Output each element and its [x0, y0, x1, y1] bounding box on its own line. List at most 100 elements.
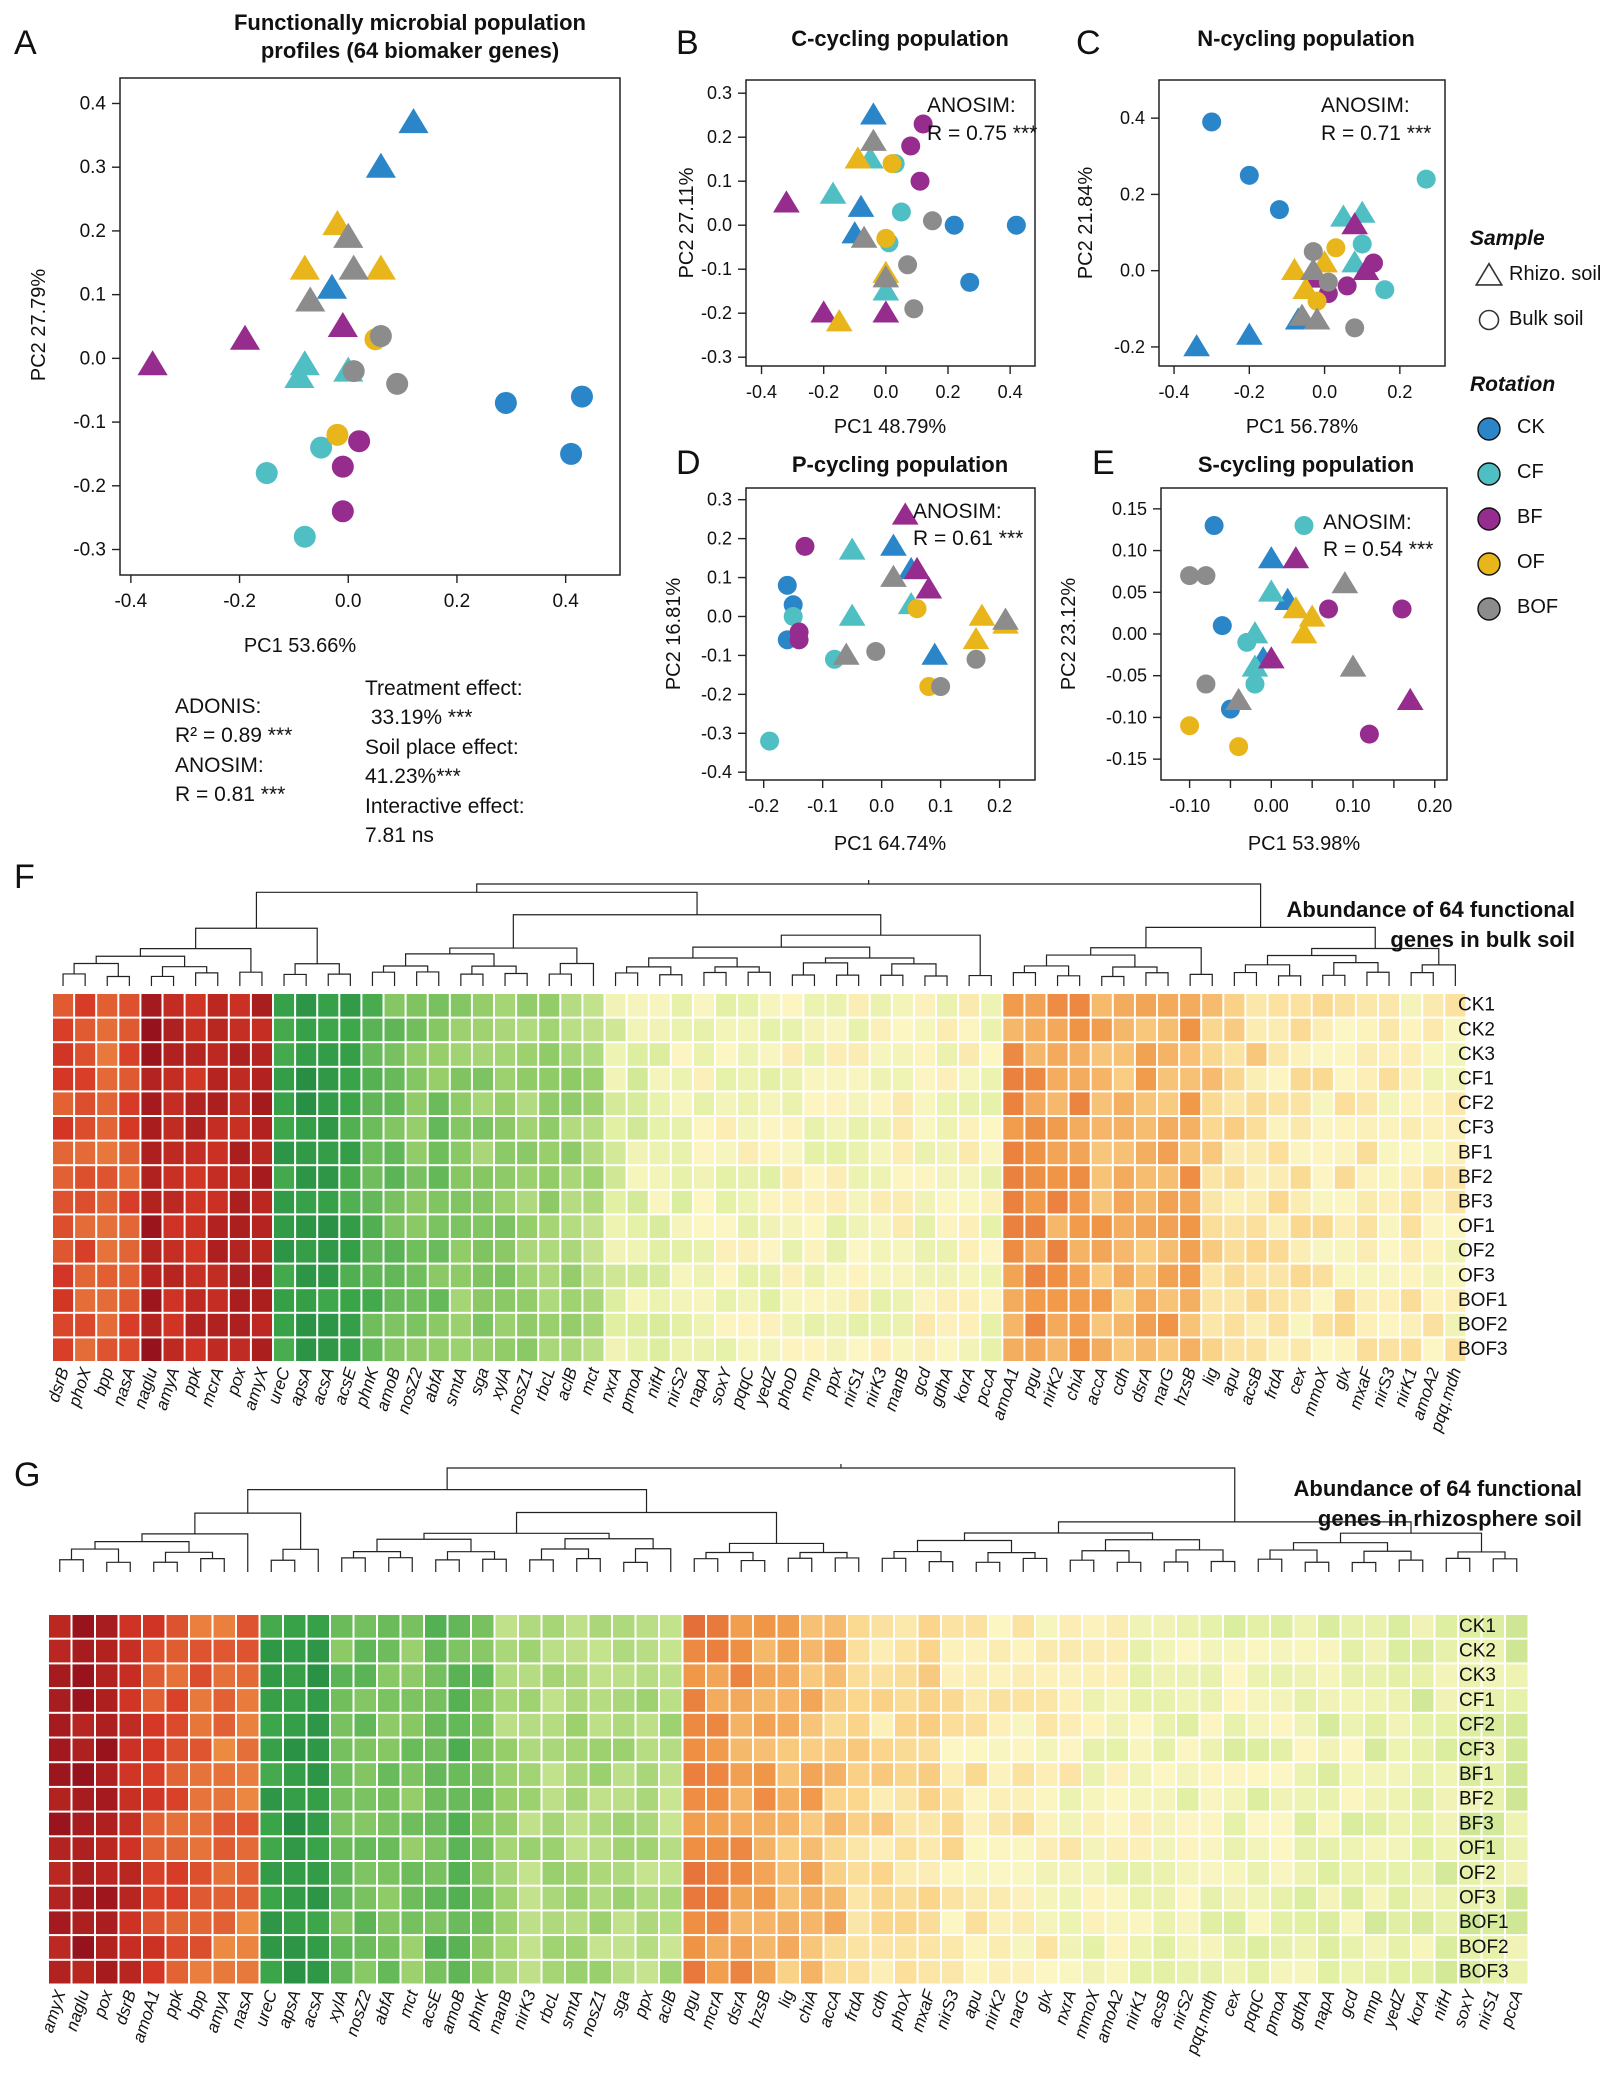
heatmap-cell — [1158, 1264, 1179, 1288]
heatmap-cell — [981, 1190, 1002, 1214]
heatmap-cell — [542, 1936, 564, 1959]
heatmap-cell — [1246, 1264, 1267, 1288]
heatmap-cell — [613, 1812, 635, 1836]
heatmap-cell — [53, 1166, 74, 1189]
heatmap-cell — [937, 1117, 958, 1140]
heatmap-cell — [401, 1615, 423, 1638]
heatmap-cell — [730, 1664, 752, 1688]
heatmap-cell — [425, 1615, 447, 1638]
heatmap-cell — [517, 1166, 538, 1189]
heatmap-cell — [284, 1689, 306, 1712]
heatmap-cell — [1312, 1043, 1333, 1066]
heatmap-cell — [914, 1190, 935, 1214]
heatmap-cell — [1445, 1141, 1466, 1165]
heatmap-cell — [519, 1615, 541, 1638]
heatmap-cell — [49, 1763, 71, 1786]
heatmap-cell — [895, 1837, 917, 1860]
heatmap-cell — [331, 1763, 353, 1786]
heatmap-cell — [754, 1639, 776, 1663]
heatmap-cell — [895, 1689, 917, 1712]
heatmap-cell — [1069, 1166, 1090, 1189]
heatmap-cell — [495, 1018, 516, 1042]
heatmap-cell — [1365, 1886, 1387, 1910]
heatmap-cell — [1200, 1812, 1222, 1836]
heatmap-cell — [1334, 1264, 1355, 1288]
heatmap-cell — [1312, 1338, 1333, 1361]
heatmap-cell — [1180, 1117, 1201, 1140]
heatmap-cell — [1091, 1215, 1112, 1238]
heatmap-cell — [871, 1615, 893, 1638]
heatmap-cell — [75, 1043, 96, 1066]
point-triangle-bf — [229, 324, 261, 350]
heatmap-row-label: CK3 — [1458, 1044, 1495, 1065]
heatmap-cell — [1506, 1936, 1528, 1959]
heatmap-cell — [354, 1886, 376, 1910]
heatmap-cell — [826, 1166, 847, 1189]
heatmap-cell — [75, 1141, 96, 1165]
heatmap-cell — [472, 1738, 494, 1762]
heatmap-cell — [1506, 1689, 1528, 1712]
heatmap-cell — [428, 1166, 449, 1189]
heatmap-cell — [119, 1166, 140, 1189]
heatmap-row-label: CK1 — [1458, 995, 1495, 1016]
heatmap-cell — [1003, 1043, 1024, 1066]
heatmap-cell — [981, 1313, 1002, 1337]
heatmap-cell — [1059, 1862, 1081, 1885]
heatmap-cell — [1294, 1713, 1316, 1737]
heatmap-cell — [1113, 1117, 1134, 1140]
panel-e-anosim-label: ANOSIM: — [1323, 511, 1412, 534]
heatmap-cell — [96, 1886, 118, 1910]
dendrogram-branch — [1266, 954, 1357, 965]
heatmap-cell — [605, 1092, 626, 1115]
heatmap-cell — [918, 1738, 940, 1762]
heatmap-cell — [1435, 1886, 1457, 1910]
heatmap-cell — [1401, 1289, 1422, 1312]
heatmap-cell — [989, 1664, 1011, 1688]
heatmap-cell — [141, 1067, 162, 1091]
heatmap-cell — [274, 1338, 295, 1361]
heatmap-cell — [1091, 1240, 1112, 1263]
heatmap-cell — [824, 1639, 846, 1663]
heatmap-cell — [53, 1043, 74, 1066]
heatmap-cell — [683, 1886, 705, 1910]
heatmap-cell — [495, 994, 516, 1017]
y-tick-label: 0.0 — [1120, 261, 1145, 281]
heatmap-cell — [981, 1338, 1002, 1361]
heatmap-cell — [1388, 1615, 1410, 1638]
heatmap-cell — [1091, 1018, 1112, 1042]
heatmap-cell — [937, 1166, 958, 1189]
heatmap-cell — [1003, 1215, 1024, 1238]
heatmap-cell — [1180, 1067, 1201, 1091]
heatmap-cell — [340, 1117, 361, 1140]
heatmap-cell — [354, 1615, 376, 1638]
heatmap-cell — [1106, 1936, 1128, 1959]
heatmap-cell — [274, 1067, 295, 1091]
heatmap-cell — [229, 1240, 250, 1263]
heatmap-cell — [97, 1117, 118, 1140]
heatmap-cell — [1271, 1911, 1293, 1935]
heatmap-cell — [207, 1092, 228, 1115]
heatmap-cell — [1459, 1763, 1481, 1786]
heatmap-cell — [166, 1738, 188, 1762]
y-tick-label: 0.4 — [80, 93, 107, 114]
heatmap-cell — [53, 1092, 74, 1115]
heatmap-cell — [754, 1837, 776, 1860]
interactive-effect-label: Interactive effect: — [365, 795, 525, 818]
heatmap-cell — [989, 1862, 1011, 1885]
heatmap-cell — [1318, 1615, 1340, 1638]
heatmap-cell — [331, 1936, 353, 1959]
heatmap-cell — [605, 1067, 626, 1091]
heatmap-cell — [450, 1289, 471, 1312]
heatmap-cell — [378, 1911, 400, 1935]
heatmap-cell — [636, 1738, 658, 1762]
heatmap-cell — [937, 1289, 958, 1312]
heatmap-cell — [937, 1313, 958, 1337]
heatmap-cell — [331, 1689, 353, 1712]
heatmap-cell — [605, 1289, 626, 1312]
heatmap-cell — [1180, 1215, 1201, 1238]
heatmap-cell — [613, 1911, 635, 1935]
heatmap-cell — [296, 1117, 317, 1140]
heatmap-cell — [495, 1787, 517, 1811]
heatmap-cell — [895, 1664, 917, 1688]
heatmap-cell — [542, 1837, 564, 1860]
